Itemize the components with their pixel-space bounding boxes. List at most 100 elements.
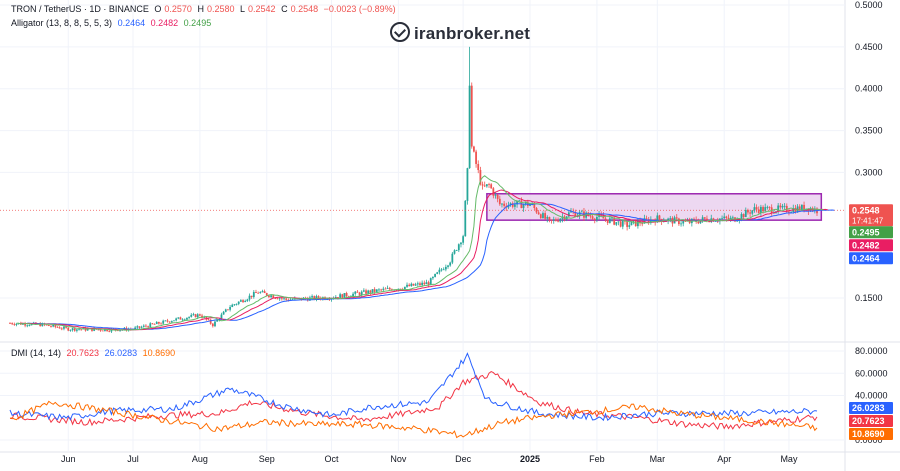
candle-body — [537, 212, 540, 215]
candle-body — [160, 323, 162, 325]
candle-body — [382, 288, 385, 290]
candle-body — [546, 217, 549, 219]
ohlc-l-label: L — [240, 4, 246, 14]
candle-body — [175, 318, 178, 321]
candle-body — [179, 317, 182, 320]
candle-body — [501, 203, 503, 205]
candle-body — [242, 300, 244, 303]
candle-body — [362, 290, 365, 292]
candle-body — [412, 283, 415, 286]
candle-body — [136, 326, 139, 328]
candle-body — [283, 298, 285, 300]
candle-body — [198, 314, 201, 316]
time-tick-label: Apr — [717, 454, 731, 464]
candle-body — [626, 221, 629, 227]
candle-body — [669, 217, 672, 219]
alligator-lips-value: 0.2495 — [183, 18, 212, 28]
candle-body — [280, 298, 283, 300]
candle-body — [744, 210, 747, 218]
candle-body — [706, 218, 708, 222]
candle-body — [490, 184, 493, 189]
current-price-tag-bg — [849, 204, 893, 227]
candle-body — [464, 200, 467, 237]
alligator-teeth-value: 0.2482 — [150, 18, 179, 28]
alligator-price-tag: 0.2495 — [852, 227, 880, 237]
time-tick-label: Aug — [192, 454, 208, 464]
candle-body — [740, 214, 743, 220]
candle-body — [317, 296, 320, 299]
candle-body — [397, 288, 400, 290]
candle-body — [47, 324, 50, 327]
candle-body — [652, 219, 654, 221]
candle-body — [343, 293, 346, 298]
candle-body — [596, 216, 598, 221]
dmi-value-tag: 20.7623 — [852, 416, 885, 426]
candle-body — [386, 287, 389, 289]
candle-body — [766, 206, 769, 208]
candle-body — [214, 321, 216, 327]
candle-body — [39, 323, 42, 327]
legend-main[interactable]: TRON / TetherUS · 1D · BINANCE O 0.2570 H… — [11, 4, 399, 14]
candle-body — [186, 317, 188, 320]
candle-body — [13, 324, 16, 325]
candle-body — [703, 217, 706, 219]
candle-body — [188, 316, 190, 318]
candle-body — [378, 289, 380, 291]
legend-alligator[interactable]: Alligator (13, 8, 8, 5, 5, 3) 0.2464 0.2… — [11, 18, 214, 28]
candle-body — [15, 323, 18, 325]
candle-body — [408, 284, 411, 287]
candle-body — [481, 184, 484, 186]
candle-body — [337, 297, 339, 298]
candle-body — [380, 289, 383, 291]
candle-body — [555, 219, 557, 221]
candle-body — [725, 216, 728, 218]
candle-body — [26, 325, 29, 327]
candle-body — [28, 325, 31, 327]
candle-body — [164, 320, 167, 322]
candle-body — [617, 221, 620, 223]
alligator-jaw-value: 0.2464 — [117, 18, 146, 28]
candle-body — [252, 292, 255, 297]
candle-body — [99, 329, 102, 331]
candle-body — [145, 325, 147, 327]
candle-body — [574, 211, 577, 217]
candle-body — [147, 326, 149, 328]
candle-body — [356, 291, 359, 293]
candle-body — [427, 282, 430, 285]
candle-body — [119, 330, 121, 331]
candle-body — [798, 206, 801, 211]
candle-body — [680, 223, 682, 225]
candle-body — [649, 219, 652, 223]
candle-body — [54, 324, 57, 327]
time-tick-label: Dec — [455, 454, 472, 464]
candle-body — [358, 292, 361, 295]
candle-body — [11, 323, 14, 325]
candle-body — [183, 319, 186, 321]
candle-body — [371, 289, 374, 293]
time-tick-label: Sep — [259, 454, 275, 464]
candle-body — [557, 220, 559, 222]
candle-body — [535, 207, 538, 213]
candle-body — [168, 321, 171, 323]
watermark: iranbroker.net — [390, 22, 530, 44]
candle-body — [192, 314, 195, 316]
candle-body — [762, 206, 764, 212]
candle-body — [656, 215, 659, 223]
candle-body — [222, 311, 225, 315]
legend-dmi[interactable]: DMI (14, 14) 20.7623 26.0283 10.8690 — [11, 348, 178, 358]
candle-body — [477, 163, 480, 171]
ohlc-h-value: 0.2580 — [206, 4, 235, 14]
alligator-price-tag: 0.2482 — [852, 240, 880, 250]
candle-body — [108, 331, 111, 332]
dmi-plus-value: 26.0283 — [104, 348, 138, 358]
candle-body — [201, 315, 203, 318]
candle-body — [166, 320, 169, 322]
alligator-jaw-line — [27, 203, 835, 330]
candle-body — [244, 300, 247, 303]
candle-body — [753, 207, 756, 211]
candle-body — [410, 283, 413, 287]
candle-body — [78, 329, 80, 331]
candle-body — [231, 304, 234, 308]
alligator-price-tag-bg — [849, 252, 893, 265]
